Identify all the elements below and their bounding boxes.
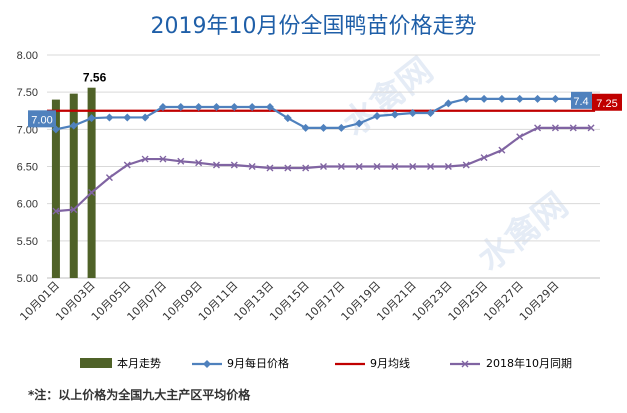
daily-point: [373, 111, 382, 120]
chart-title: 2019年10月份全国鸭苗价格走势: [150, 14, 477, 39]
y-tick-label: 8.00: [17, 50, 38, 62]
footnote: *注：以上价格为全国九大主产区平均价格: [28, 388, 251, 402]
last-year-point: [123, 161, 131, 169]
last-year-point: [551, 124, 559, 132]
last-year-point: [391, 163, 399, 170]
last-year-point: [195, 159, 203, 167]
end-label: 7.4: [573, 96, 588, 108]
daily-point: [248, 103, 257, 112]
last-year-point: [177, 157, 185, 165]
daily-point: [551, 94, 560, 103]
legend-label-last-year: 2018年10月同期: [486, 356, 572, 370]
y-tick-label: 5.00: [17, 273, 38, 285]
y-tick-label: 6.00: [17, 199, 38, 211]
daily-point: [337, 123, 346, 132]
daily-point: [319, 123, 328, 132]
last-year-point: [70, 206, 78, 214]
last-year-point: [320, 163, 327, 170]
last-year-point: [266, 164, 274, 172]
y-tick-label: 6.50: [17, 162, 38, 174]
bar: [87, 87, 96, 278]
start-label: 7.00: [31, 114, 52, 126]
last-year-point: [105, 174, 113, 182]
daily-point: [212, 103, 221, 112]
daily-point: [444, 99, 453, 108]
last-year-point: [480, 154, 488, 162]
daily-point: [515, 94, 524, 103]
last-year-point: [302, 164, 310, 172]
bar: [69, 93, 78, 278]
daily-point: [462, 94, 471, 103]
last-year-point: [427, 163, 435, 170]
last-year-point: [52, 207, 60, 215]
last-year-point: [248, 163, 256, 170]
bar: [51, 99, 60, 278]
daily-point: [355, 119, 364, 128]
last-year-point: [230, 161, 238, 169]
end-label-box: [571, 91, 592, 109]
daily-point: [497, 94, 506, 103]
last-year-point: [355, 163, 363, 170]
last-year-point: [337, 163, 345, 170]
y-tick-label: 5.50: [17, 236, 38, 248]
daily-point: [426, 108, 435, 117]
legend-label-bar: 本月走势: [117, 356, 161, 370]
daily-point: [283, 114, 292, 123]
avg-label: 7.25: [596, 98, 617, 110]
daily-point: [141, 113, 150, 122]
last-year-point: [444, 163, 452, 170]
last-year-point: [409, 163, 417, 170]
last-year-point: [159, 155, 167, 163]
daily-point: [176, 103, 185, 112]
daily-point: [230, 103, 239, 112]
bar-data-label: 7.56: [83, 71, 107, 85]
daily-point: [158, 103, 167, 112]
legend-label-avg: 9月均线: [370, 356, 410, 370]
last-year-point: [373, 163, 381, 170]
daily-point: [69, 121, 78, 130]
x-tick-label: 10月29日: [517, 279, 562, 324]
last-year-line: [55, 126, 592, 213]
daily-point: [408, 108, 417, 117]
legend-marker-last-year: [461, 360, 469, 368]
daily-point: [105, 113, 114, 122]
daily-point: [533, 94, 542, 103]
last-year-point: [462, 161, 470, 169]
legend-label-daily: 9月每日价格: [227, 356, 289, 370]
last-year-point: [516, 133, 524, 141]
last-year-point: [141, 155, 149, 163]
daily-point: [123, 113, 132, 122]
daily-point: [390, 110, 399, 119]
legend-swatch-bar: [80, 358, 112, 368]
start-label-box: [28, 110, 56, 128]
last-year-point: [569, 124, 577, 132]
daily-point: [265, 103, 274, 112]
legend-marker-daily: [203, 360, 211, 368]
daily-point: [194, 103, 203, 112]
daily-point: [301, 123, 310, 132]
last-year-point: [587, 124, 595, 132]
last-year-point: [534, 124, 542, 132]
daily-point: [480, 94, 489, 103]
last-year-point: [498, 146, 506, 154]
daily-point: [87, 114, 96, 123]
avg-label-box: [592, 93, 622, 111]
last-year-point: [88, 189, 96, 197]
last-year-point: [212, 161, 220, 169]
y-tick-label: 7.50: [17, 87, 38, 99]
last-year-point: [284, 164, 292, 172]
